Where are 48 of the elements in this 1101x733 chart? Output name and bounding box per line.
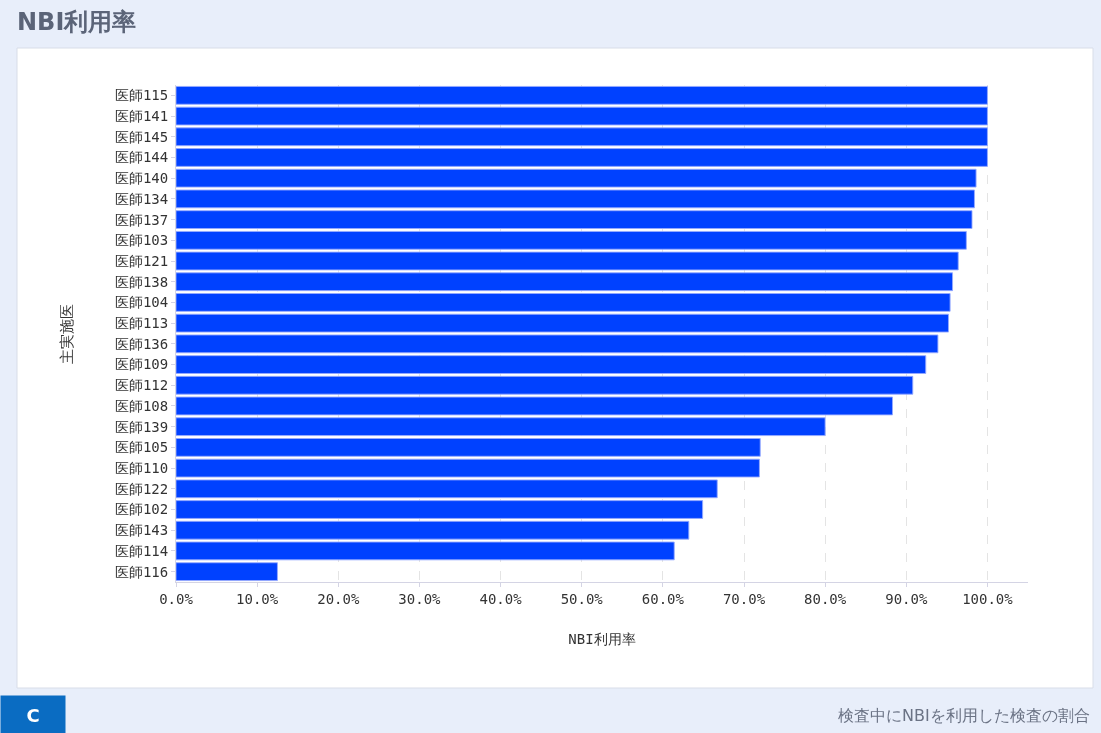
x-tick-label: 90.0% xyxy=(885,590,928,607)
x-tick-label: 50.0% xyxy=(560,590,604,607)
y-tick-label: 医師144 xyxy=(114,149,169,166)
bar xyxy=(176,210,973,230)
x-tick-label: 60.0% xyxy=(641,590,685,607)
y-tick-label: 医師139 xyxy=(114,418,169,435)
y-tick-label: 医師145 xyxy=(114,128,169,145)
x-tick-label: 70.0% xyxy=(722,590,766,607)
y-tick-label: 医師137 xyxy=(114,211,169,228)
y-tick-label: 医師115 xyxy=(114,87,169,104)
y-tick-label: 医師136 xyxy=(114,335,169,352)
y-tick-label: 医師112 xyxy=(114,377,169,394)
x-tick-label: 10.0% xyxy=(236,590,279,607)
y-tick-label: 医師138 xyxy=(114,273,169,290)
y-tick-label: 医師105 xyxy=(114,439,169,456)
y-tick-label: 医師121 xyxy=(114,252,169,269)
y-tick-label: 医師103 xyxy=(114,232,169,249)
y-tick-label: 医師104 xyxy=(114,294,169,311)
y-tick-label: 医師122 xyxy=(114,480,169,497)
text: C xyxy=(26,704,40,726)
y-axis-title: 主実施医 xyxy=(58,303,77,364)
y-tick-label: 医師143 xyxy=(114,522,169,539)
bar xyxy=(176,148,988,167)
bar xyxy=(176,562,278,582)
x-tick-label: 30.0% xyxy=(398,590,442,607)
y-tick-label: 医師116 xyxy=(114,563,169,580)
bar xyxy=(176,500,704,519)
y-tick-label: 医師134 xyxy=(114,190,169,207)
bar xyxy=(176,293,951,312)
y-tick-label: 医師141 xyxy=(114,107,169,124)
y-tick-label: 医師109 xyxy=(114,356,169,373)
bar xyxy=(176,437,761,457)
y-tick-label: 医師108 xyxy=(114,397,169,414)
x-tick-label: 40.0% xyxy=(479,590,523,607)
x-tick-label: 100.0% xyxy=(962,590,1014,607)
y-tick-label: 医師113 xyxy=(114,315,169,332)
y-tick-label: 医師110 xyxy=(114,460,169,476)
x-tick-label: 0.0% xyxy=(159,590,194,607)
y-tick-label: 医師102 xyxy=(114,501,169,518)
x-tick-label: 80.0% xyxy=(804,590,847,607)
bar xyxy=(176,85,988,105)
chart-title: NBI利用率 xyxy=(17,8,137,37)
x-axis-title: NBI利用率 xyxy=(568,631,636,648)
x-tick-label: 20.0% xyxy=(317,590,360,607)
y-tick-label: 医師114 xyxy=(114,542,169,559)
y-tick-label: 医師140 xyxy=(114,170,169,187)
text: 検査中にNBIを利用した検査の割合 xyxy=(838,706,1090,725)
bar xyxy=(176,355,927,374)
